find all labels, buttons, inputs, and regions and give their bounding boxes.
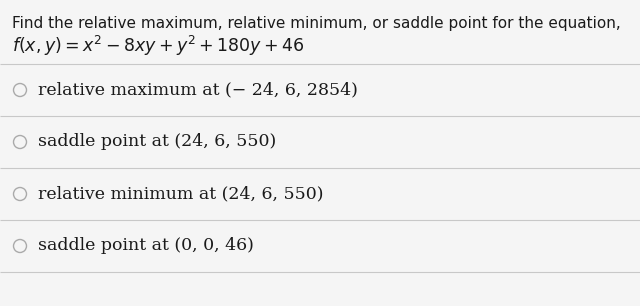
Text: saddle point at (24, 6, 550): saddle point at (24, 6, 550) xyxy=(38,133,276,151)
Text: saddle point at (0, 0, 46): saddle point at (0, 0, 46) xyxy=(38,237,254,255)
Text: $f(x, y) = x^2 - 8xy + y^2 + 180y + 46$: $f(x, y) = x^2 - 8xy + y^2 + 180y + 46$ xyxy=(12,34,305,58)
Text: relative minimum at (24, 6, 550): relative minimum at (24, 6, 550) xyxy=(38,185,323,203)
Text: relative maximum at (− 24, 6, 2854): relative maximum at (− 24, 6, 2854) xyxy=(38,81,358,99)
Text: Find the relative maximum, relative minimum, or saddle point for the equation,: Find the relative maximum, relative mini… xyxy=(12,16,621,31)
